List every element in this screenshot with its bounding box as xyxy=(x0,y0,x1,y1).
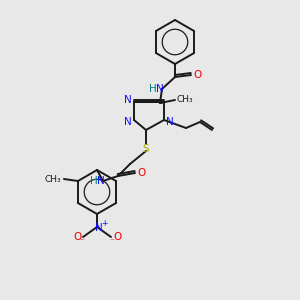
Text: ⁻: ⁻ xyxy=(80,238,84,247)
Text: +: + xyxy=(101,220,107,229)
Text: CH₃: CH₃ xyxy=(45,175,61,184)
Text: N: N xyxy=(124,117,132,127)
Text: O: O xyxy=(193,70,201,80)
Text: O: O xyxy=(113,232,121,242)
Text: O: O xyxy=(137,168,145,178)
Text: H: H xyxy=(90,176,98,186)
Text: CH₃: CH₃ xyxy=(177,95,193,104)
Text: ⁻: ⁻ xyxy=(110,238,114,247)
Text: N: N xyxy=(166,117,174,127)
Text: N: N xyxy=(156,84,164,94)
Text: N: N xyxy=(124,95,132,105)
Text: S: S xyxy=(143,144,149,154)
Text: N: N xyxy=(95,223,103,233)
Text: H: H xyxy=(149,84,157,94)
Text: N: N xyxy=(97,176,105,186)
Text: O: O xyxy=(73,232,81,242)
